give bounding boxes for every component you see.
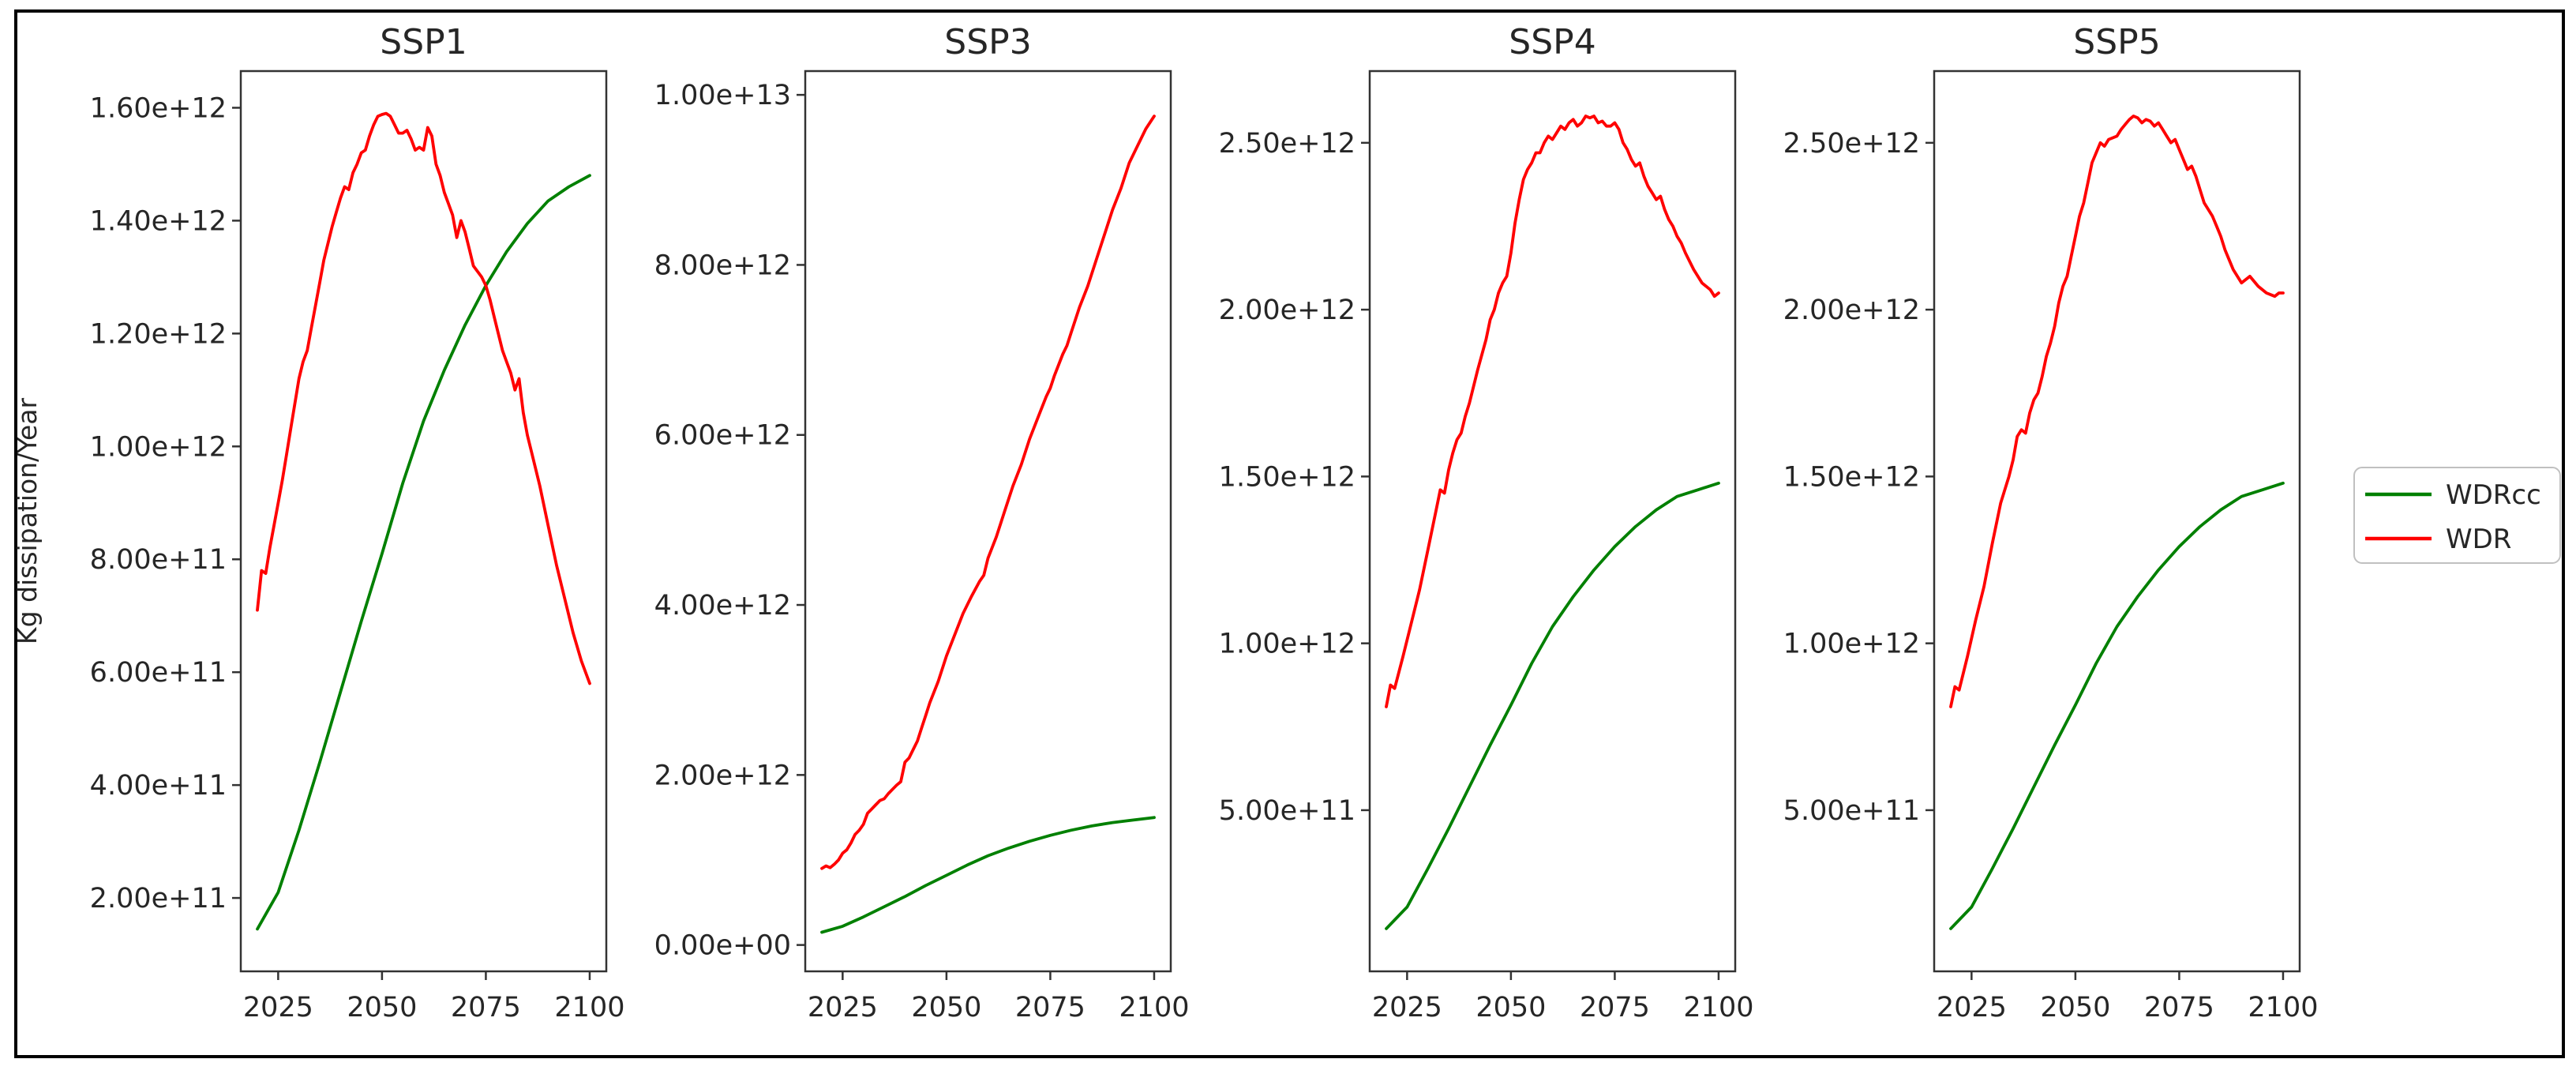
x-tick-label: 2075 <box>1015 992 1086 1023</box>
x-tick-label: 2100 <box>554 992 624 1023</box>
x-tick-label: 2025 <box>1372 992 1442 1023</box>
subplot-ssp3: SSP3 0.00e+00 2.00e+12 4.00e+12 6.00e+12 8.00… <box>654 22 1190 1023</box>
x-tick-label: 2050 <box>347 992 417 1023</box>
axes-spines <box>1368 69 1737 973</box>
y-tick-label: 1.00e+12 <box>1219 629 1355 660</box>
subplot-ssp1: SSP1 2.00e+11 4.00e+11 6.00e+11 8.00e+11 1.00… <box>90 22 625 1023</box>
axes-spines <box>239 69 608 973</box>
legend-wdr-label: WDR <box>2446 524 2511 555</box>
y-tick-label: 2.00e+12 <box>654 760 791 791</box>
wdrcc-line <box>256 174 591 931</box>
y-tick-label: 2.00e+12 <box>1783 295 1920 326</box>
axes-spines <box>804 69 1172 973</box>
y-tick-label: 1.00e+13 <box>654 80 791 111</box>
y-tick-label: 1.20e+12 <box>90 318 227 350</box>
y-tick-label: 5.00e+11 <box>1219 795 1355 827</box>
x-tick-label: 2050 <box>911 992 981 1023</box>
subplot-title: SSP3 <box>944 22 1031 62</box>
x-tick-label: 2075 <box>1580 992 1650 1023</box>
x-tick-label: 2050 <box>2040 992 2110 1023</box>
figure-border <box>14 9 2565 1058</box>
x-tick-label: 2100 <box>1119 992 1189 1023</box>
x-tick-label: 2050 <box>1475 992 1546 1023</box>
wdrcc-line <box>820 816 1156 934</box>
wdr-line <box>256 111 591 685</box>
y-axis-label: Kg dissipation/Year <box>12 398 43 645</box>
subplot-title: SSP4 <box>1509 22 1595 62</box>
wdr-line <box>820 115 1156 870</box>
y-tick-label: 8.00e+12 <box>654 250 791 281</box>
y-tick-label: 0.00e+00 <box>654 930 791 962</box>
wdr-line <box>1385 115 1720 708</box>
y-tick-label: 2.50e+12 <box>1219 128 1355 160</box>
y-tick-label: 2.00e+11 <box>90 883 227 914</box>
subplot-ssp5: SSP5 5.00e+11 1.00e+12 1.50e+12 2.00e+12 2.50… <box>1783 22 2319 1023</box>
y-tick-label: 1.50e+12 <box>1783 461 1920 493</box>
x-tick-label: 2025 <box>1937 992 2007 1023</box>
y-tick-label: 8.00e+11 <box>90 544 227 576</box>
x-tick-label: 2025 <box>808 992 878 1023</box>
wdrcc-line <box>1385 481 1720 930</box>
y-tick-label: 6.00e+12 <box>654 420 791 452</box>
subplot-ssp4: SSP4 5.00e+11 1.00e+12 1.50e+12 2.00e+12 2.50… <box>1219 22 1754 1023</box>
y-tick-label: 1.50e+12 <box>1219 461 1355 493</box>
x-tick-label: 2075 <box>2144 992 2214 1023</box>
x-tick-label: 2075 <box>451 992 521 1023</box>
y-tick-label: 2.50e+12 <box>1783 128 1920 160</box>
wdrcc-line <box>1949 481 2285 930</box>
x-tick-label: 2100 <box>2248 992 2318 1023</box>
y-tick-label: 4.00e+12 <box>654 590 791 621</box>
x-tick-label: 2100 <box>1683 992 1753 1023</box>
y-tick-label: 4.00e+11 <box>90 770 227 802</box>
y-tick-label: 1.40e+12 <box>90 205 227 237</box>
x-tick-label: 2025 <box>243 992 313 1023</box>
legend: WDRcc WDR <box>2353 467 2561 564</box>
legend-wdrcc-label: WDRcc <box>2446 479 2541 511</box>
y-tick-label: 5.00e+11 <box>1783 795 1920 827</box>
y-tick-label: 1.00e+12 <box>1783 629 1920 660</box>
wdr-line <box>1949 115 2285 708</box>
y-tick-label: 2.00e+12 <box>1219 295 1355 326</box>
axes-spines <box>1933 69 2301 973</box>
y-tick-label: 1.00e+12 <box>90 431 227 463</box>
subplot-title: SSP1 <box>380 22 467 62</box>
subplot-title: SSP5 <box>2073 22 2160 62</box>
y-tick-label: 1.60e+12 <box>90 92 227 124</box>
y-tick-label: 6.00e+11 <box>90 657 227 689</box>
